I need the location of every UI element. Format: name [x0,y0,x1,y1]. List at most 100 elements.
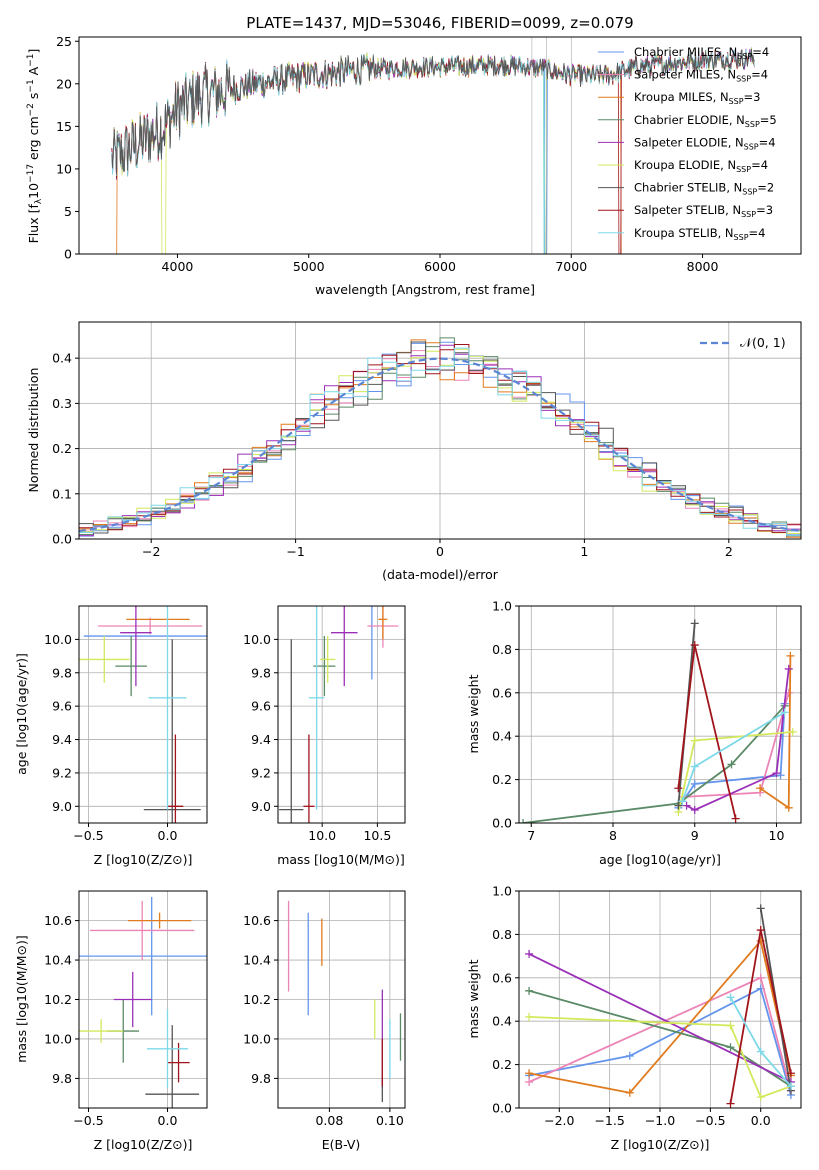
plot-area [79,896,207,1108]
weight-line [528,938,792,1094]
errorbar-salpeter-stelib [167,734,184,823]
y-tick-label: 0.2 [52,441,72,456]
weight-marker [678,797,687,806]
legend-label-kroupa-miles: Kroupa MILES, NSSP=3 [634,90,760,106]
y-tick-label: 0 [64,247,72,262]
x-axis-label: E(B-V) [322,1137,361,1152]
figure-title: PLATE=1437, MJD=53046, FIBERID=0099, z=0… [246,14,633,32]
errorbar-kroupa-miles [378,606,388,640]
x-tick-label: 0.08 [315,1113,343,1128]
y-tick-label: 10.0 [44,632,72,647]
y-axis-label: age [log10(age/yr)] [14,653,29,775]
weight-marker [690,619,699,628]
errorbar-salpeter-elodie [120,606,152,687]
spectrum-panel: 4000 5000 6000 7000 8000 0 5 10 15 20 25 Flux [fλ10… [26,34,802,297]
x-axis-label: Z [log10(Z/Z⊙)] [94,852,193,867]
errorbar-chabrier-stelib [143,639,201,823]
errorbar-kroupa-miles [127,912,192,929]
weight-marker [525,1069,534,1078]
legend-label-chabrier-miles: Chabrier MILES, NSSP=4 [634,45,769,61]
weight-marker [727,760,736,769]
weight-line [529,1016,792,1099]
weight-line [681,711,786,802]
weight-marker [784,803,793,812]
weight-marker [674,801,683,810]
errorbar-chabrier-stelib [279,639,304,823]
x-tick-label: 10 [769,828,785,843]
plot-area [519,619,797,823]
errorbar-kroupa-elodie [79,1019,124,1043]
x-axis-label: Z [log10(Z/Z⊙)] [611,1137,710,1152]
weight-age-panel: 7 8 9 10 0.0 0.2 0.4 0.6 0.8 1.0 age [log10(age/yr… [466,599,802,867]
x-tick-label: 5000 [293,259,325,274]
x-tick-label: 4000 [162,259,194,274]
y-tick-label: 10.4 [243,953,271,968]
histogram-kroupa-stelib [79,347,801,536]
x-tick-label: 8 [609,828,617,843]
x-tick-label: 0.0 [158,1113,178,1128]
y-axis-label: Flux [fλ10−17 erg cm−2 s−1 A−1] [26,49,44,244]
y-tick-label: 10.2 [44,992,72,1007]
y-tick-label: 10.0 [243,1031,271,1046]
y-tick-label: 10.0 [243,632,271,647]
weight-marker [690,736,699,745]
errorbar-kroupa-elodie [79,636,130,683]
errorbar-salpeter-stelib [303,734,315,823]
y-tick-label: 0.4 [492,1014,512,1029]
weight-marker [690,779,699,788]
y-tick-label: 0.4 [492,729,512,744]
legend-label-chabrier-elodie: Chabrier ELODIE, NSSP=5 [634,113,777,129]
errorbar-salpeter-miles [90,900,195,961]
weight-marker [726,1021,735,1030]
y-tick-label: 9.8 [251,665,271,680]
weight-marker [776,771,785,780]
y-tick-label: 9.4 [52,732,72,747]
axes-frame [78,605,208,824]
mass-ebv-panel: 0.08 0.10 9.8 10.0 10.2 10.4 10.6 E(B-V) [243,890,406,1152]
weight-marker [625,1051,634,1060]
weight-line [682,692,790,798]
legend-label-kroupa-elodie: Kroupa ELODIE, NSSP=4 [634,158,768,174]
x-tick-label: 0.0 [751,1113,771,1128]
y-tick-label: 9.0 [52,799,72,814]
axes-frame [277,605,406,824]
y-tick-label: 9.2 [52,765,72,780]
weight-marker [731,814,740,823]
errorbar-salpeter-elodie [113,971,152,1028]
weight-marker [780,708,789,717]
errorbar-kroupa-stelib [148,606,187,810]
errorbar-salpeter-stelib [167,1042,190,1083]
weight-marker [756,973,765,982]
y-tick-label: 0.8 [492,927,512,942]
errorbar-chabrier-miles [79,896,207,1016]
weight-marker [786,1069,795,1078]
errorbar-kroupa-stelib [146,1009,189,1089]
y-tick-label: 9.4 [251,732,271,747]
y-tick-label: 0.0 [52,532,72,547]
x-tick-label: 0.10 [376,1113,404,1128]
weight-line [686,668,790,812]
x-tick-label: 10.0 [308,828,336,843]
y-tick-label: 10.0 [44,1031,72,1046]
y-tick-label: 9.6 [251,699,271,714]
x-tick-label: 0 [436,544,444,559]
y-axis-label: mass weight [466,959,481,1038]
plot-area [279,606,399,823]
weight-marker [786,651,795,660]
y-tick-label: 10 [56,161,72,176]
weight-line [677,703,786,809]
histogram-chabrier-elodie [79,337,801,535]
weight-line [677,731,793,813]
x-tick-label: −2.0 [544,1113,574,1128]
legend-label-kroupa-stelib: Kroupa STELIB, NSSP=4 [634,226,765,242]
weight-series-kroupa-miles [756,651,795,812]
x-tick-label: −1 [286,544,304,559]
weight-line [528,953,792,1083]
weight-marker [682,801,691,810]
errorbar-salpeter-elodie [331,606,358,687]
legend-label-chabrier-stelib: Chabrier STELIB, NSSP=2 [634,181,774,197]
normal-curve [79,357,801,533]
x-tick-label: −0.5 [695,1113,725,1128]
legend-label-salpeter-miles: Salpeter MILES, NSSP=4 [634,68,768,84]
errorbar-kroupa-elodie [319,636,336,683]
